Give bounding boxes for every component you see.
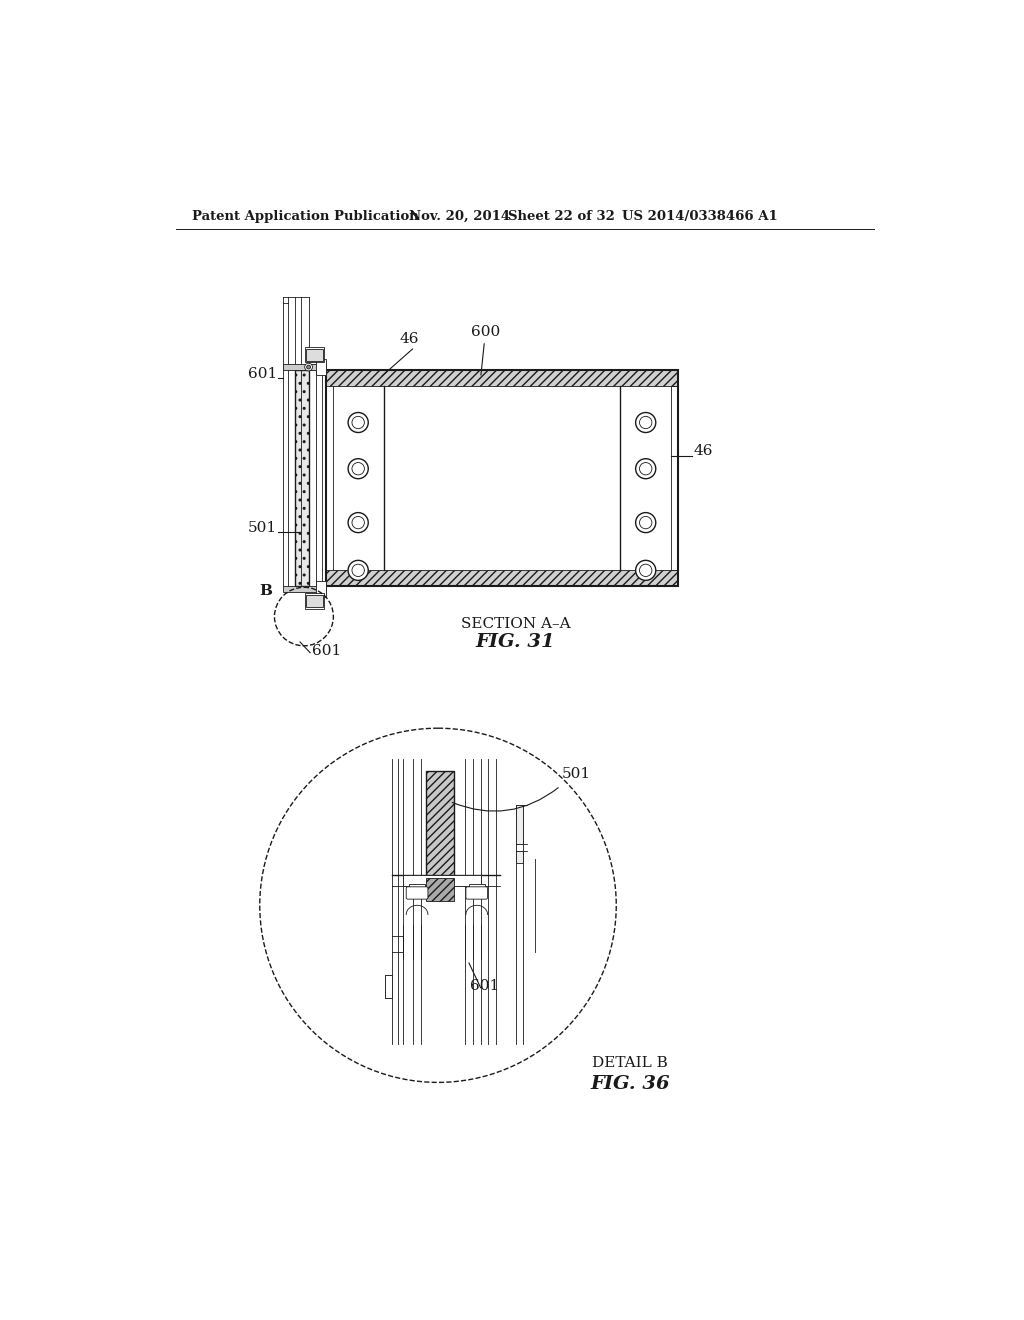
Bar (306, 595, 323, 607)
Circle shape (640, 564, 652, 577)
Bar (305, 594, 324, 609)
Circle shape (260, 729, 616, 1082)
Text: Nov. 20, 2014: Nov. 20, 2014 (409, 210, 510, 223)
Bar (326, 370, 678, 385)
Text: B: B (259, 583, 272, 598)
Circle shape (636, 459, 655, 479)
Text: 601: 601 (248, 367, 276, 381)
Circle shape (636, 412, 655, 433)
Circle shape (306, 366, 310, 370)
Bar (306, 348, 323, 360)
Text: FIG. 31: FIG. 31 (476, 634, 555, 651)
Bar (403, 874, 480, 886)
Bar (426, 878, 454, 902)
Circle shape (348, 459, 369, 479)
Bar (515, 805, 523, 843)
Bar (326, 370, 678, 586)
Bar (283, 586, 326, 591)
Circle shape (640, 516, 652, 529)
Circle shape (352, 564, 365, 577)
Bar (426, 771, 454, 875)
Text: 601: 601 (311, 644, 341, 659)
Circle shape (636, 560, 655, 581)
Bar (283, 364, 326, 370)
Text: 46: 46 (399, 333, 419, 346)
Text: Sheet 22 of 32: Sheet 22 of 32 (508, 210, 614, 223)
Text: 501: 501 (248, 521, 276, 535)
Bar (316, 581, 326, 597)
Text: 601: 601 (470, 979, 499, 993)
FancyBboxPatch shape (407, 887, 428, 899)
Circle shape (640, 462, 652, 475)
Bar (410, 884, 425, 890)
Circle shape (636, 512, 655, 533)
Text: Patent Application Publication: Patent Application Publication (191, 210, 418, 223)
Bar (385, 974, 391, 998)
Circle shape (352, 516, 365, 529)
Circle shape (348, 560, 369, 581)
Circle shape (640, 416, 652, 429)
Text: SECTION A–A: SECTION A–A (461, 618, 570, 631)
Text: FIG. 36: FIG. 36 (591, 1074, 670, 1093)
Text: 501: 501 (562, 767, 591, 781)
Bar (469, 884, 484, 890)
Circle shape (305, 363, 312, 371)
Bar (326, 570, 678, 586)
FancyBboxPatch shape (466, 887, 487, 899)
Circle shape (348, 512, 369, 533)
Bar (295, 370, 308, 586)
Text: DETAIL B: DETAIL B (592, 1056, 668, 1071)
Circle shape (348, 412, 369, 433)
Text: 46: 46 (693, 444, 714, 458)
Bar (515, 851, 523, 863)
Circle shape (352, 416, 365, 429)
Bar (305, 347, 324, 363)
Circle shape (352, 462, 365, 475)
Bar (295, 370, 308, 586)
Text: US 2014/0338466 A1: US 2014/0338466 A1 (623, 210, 778, 223)
Bar (316, 359, 326, 375)
Text: 600: 600 (471, 325, 501, 338)
